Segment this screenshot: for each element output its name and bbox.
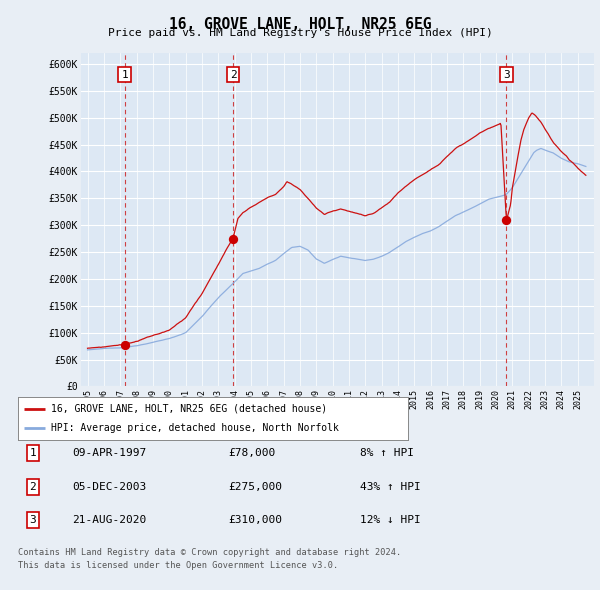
- Text: 2: 2: [29, 482, 37, 491]
- Text: This data is licensed under the Open Government Licence v3.0.: This data is licensed under the Open Gov…: [18, 560, 338, 570]
- Text: 1: 1: [121, 70, 128, 80]
- Text: 1: 1: [29, 448, 37, 458]
- Text: 16, GROVE LANE, HOLT, NR25 6EG: 16, GROVE LANE, HOLT, NR25 6EG: [169, 17, 431, 31]
- Point: [120, 340, 130, 349]
- Point: [502, 215, 511, 224]
- Text: 3: 3: [29, 516, 37, 525]
- Text: 12% ↓ HPI: 12% ↓ HPI: [360, 516, 421, 525]
- Text: 43% ↑ HPI: 43% ↑ HPI: [360, 482, 421, 491]
- Text: £310,000: £310,000: [228, 516, 282, 525]
- Text: £275,000: £275,000: [228, 482, 282, 491]
- Text: HPI: Average price, detached house, North Norfolk: HPI: Average price, detached house, Nort…: [51, 422, 339, 432]
- Text: 05-DEC-2003: 05-DEC-2003: [72, 482, 146, 491]
- Text: 8% ↑ HPI: 8% ↑ HPI: [360, 448, 414, 458]
- Text: 3: 3: [503, 70, 510, 80]
- Text: 2: 2: [230, 70, 236, 80]
- Text: Price paid vs. HM Land Registry's House Price Index (HPI): Price paid vs. HM Land Registry's House …: [107, 28, 493, 38]
- Text: 09-APR-1997: 09-APR-1997: [72, 448, 146, 458]
- Text: £78,000: £78,000: [228, 448, 275, 458]
- Text: Contains HM Land Registry data © Crown copyright and database right 2024.: Contains HM Land Registry data © Crown c…: [18, 548, 401, 558]
- Point: [229, 234, 238, 243]
- Text: 21-AUG-2020: 21-AUG-2020: [72, 516, 146, 525]
- Text: 16, GROVE LANE, HOLT, NR25 6EG (detached house): 16, GROVE LANE, HOLT, NR25 6EG (detached…: [51, 404, 327, 414]
